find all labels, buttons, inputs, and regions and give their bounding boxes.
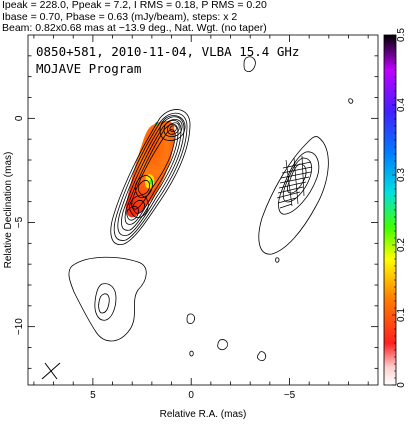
pol-intensity-fill bbox=[125, 120, 175, 218]
colorbar-tick-label: 0.2 bbox=[396, 238, 407, 252]
x-tick-label: 5 bbox=[90, 390, 96, 401]
header-line-1: Ipeak = 228.0, Ppeak = 7.2, I RMS = 0.18… bbox=[2, 0, 267, 11]
x-tick-label: 0 bbox=[188, 390, 194, 401]
west-feature-contours bbox=[258, 136, 329, 255]
y-tick-label: −10 bbox=[14, 318, 25, 335]
beam-marker bbox=[41, 362, 61, 380]
x-axis-label: Relative R.A. (mas) bbox=[160, 409, 247, 420]
map-content bbox=[41, 56, 354, 380]
colorbar-tick-label: 0 bbox=[396, 382, 407, 388]
y-axis-label: Relative Declination (mas) bbox=[3, 152, 14, 269]
plot-frame bbox=[27, 34, 379, 386]
colorbar-tick-label: 0.5 bbox=[396, 28, 407, 42]
header-line-2: Ibase = 0.70, Pbase = 0.63 (mJy/beam), s… bbox=[2, 10, 238, 23]
axis-ticks: 5 0 −5 0 −5 −10 bbox=[14, 35, 378, 401]
west-feature-hatching bbox=[276, 155, 313, 209]
y-tick-label: −5 bbox=[14, 216, 25, 228]
x-tick-label: −5 bbox=[284, 390, 296, 401]
jet-contours bbox=[110, 109, 191, 245]
colorbar-tick-label: 0.3 bbox=[396, 168, 407, 182]
header-line-3: Beam: 0.82x0.68 mas at −13.9 deg., Nat. … bbox=[2, 22, 267, 34]
colorbar-tick-label: 0.4 bbox=[396, 98, 407, 112]
southeast-feature-contours bbox=[68, 256, 147, 342]
colorbar-ticks: 0 0.1 0.2 0.3 0.4 0.5 bbox=[392, 28, 407, 388]
map-subtitle: MOJAVE Program bbox=[36, 61, 141, 76]
colorbar-tick-label: 0.1 bbox=[396, 308, 407, 322]
header-stats: Ipeak = 228.0, Ppeak = 7.2, I RMS = 0.18… bbox=[2, 0, 267, 35]
map-title: 0850+581, 2010-11-04, VLBA 15.4 GHz bbox=[36, 44, 299, 59]
noise-contours bbox=[186, 56, 354, 361]
y-tick-label: 0 bbox=[14, 115, 25, 121]
